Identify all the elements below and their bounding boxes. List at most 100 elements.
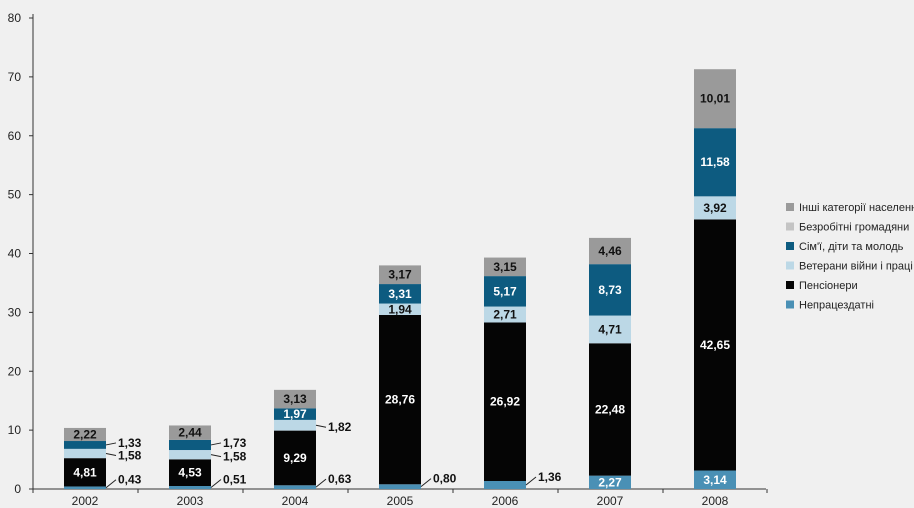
data-label: 3,31: [388, 287, 412, 301]
legend-label: Інші категорії населення: [799, 202, 914, 214]
data-label: 2,44: [178, 426, 202, 440]
leader-line: [210, 442, 222, 446]
leader-line: [315, 478, 327, 488]
x-tick-label: 2008: [702, 494, 729, 508]
leader-line: [210, 454, 222, 458]
bar-segment: [64, 427, 106, 442]
legend-label: Ветерани війни і праці: [799, 261, 913, 273]
data-label: 5,17: [493, 284, 517, 298]
data-label: 3,17: [388, 268, 412, 282]
bar-segment: [274, 430, 316, 486]
data-label: 0,80: [433, 472, 457, 486]
bar-segment: [169, 439, 211, 451]
y-tick-label: 70: [8, 70, 22, 84]
data-label: 1,73: [223, 436, 247, 450]
y-tick-label: 20: [8, 364, 22, 378]
data-label: 2,27: [598, 475, 622, 489]
leader-line: [525, 476, 537, 486]
bar-segment: [274, 389, 316, 409]
leader-line: [315, 424, 327, 428]
x-tick-label: 2003: [177, 494, 204, 508]
bar-segment: [484, 276, 526, 307]
legend-swatch: [786, 300, 794, 309]
bar-segment: [694, 128, 736, 197]
legend-label: Непрацездатні: [799, 300, 874, 312]
bar-segment: [589, 264, 631, 316]
bar-segment: [274, 408, 316, 420]
y-tick-label: 30: [8, 305, 22, 319]
leader-line: [105, 479, 117, 489]
bar-segment: [169, 450, 211, 460]
bar-segment: [589, 237, 631, 265]
data-label: 3,13: [283, 392, 307, 406]
bar-segment: [694, 470, 736, 489]
y-tick-label: 80: [8, 11, 22, 25]
data-label: 1,94: [388, 302, 412, 316]
bar-segment: [694, 69, 736, 129]
bar-segment: [169, 485, 211, 489]
bar-segment: [379, 303, 421, 315]
data-label: 0,43: [118, 473, 142, 487]
data-label: 4,81: [73, 465, 97, 479]
bar-segment: [379, 484, 421, 489]
data-label: 4,46: [598, 244, 622, 258]
leader-line: [105, 453, 117, 456]
legend-swatch: [786, 281, 794, 289]
data-label: 1,97: [283, 407, 307, 421]
legend-swatch: [786, 261, 794, 270]
bar-segment: [379, 314, 421, 485]
data-label: 11,58: [700, 155, 730, 169]
bar-segment: [589, 315, 631, 344]
bar-segment: [694, 196, 736, 220]
data-label: 4,53: [178, 466, 202, 480]
bar-segment: [169, 425, 211, 440]
legend-label: Пенсіонери: [799, 280, 858, 292]
bar-segment: [274, 485, 316, 489]
data-label: 28,76: [385, 393, 415, 407]
legend-label: Безробітні громадяни: [799, 222, 909, 234]
bar-segment: [64, 458, 106, 487]
bar-segment: [484, 257, 526, 277]
data-label: 1,58: [223, 450, 247, 464]
legend-label: Сім'ї, діти та молодь: [799, 241, 904, 253]
y-tick-label: 0: [14, 482, 21, 496]
y-tick-label: 60: [8, 129, 22, 143]
legend-swatch: [786, 242, 794, 250]
x-tick-label: 2005: [387, 494, 414, 508]
bar-segment: [169, 459, 211, 486]
leader-line: [105, 442, 117, 446]
data-label: 4,71: [598, 322, 622, 336]
data-label: 22,48: [595, 402, 625, 416]
bar-segment: [64, 486, 106, 489]
data-label: 0,51: [223, 472, 247, 486]
y-tick-label: 50: [8, 188, 22, 202]
data-label: 1,36: [538, 470, 562, 484]
bar-segment: [484, 322, 526, 481]
bar-segment: [484, 480, 526, 489]
leader-line: [420, 478, 432, 488]
data-label: 3,14: [703, 473, 727, 487]
data-label: 10,01: [700, 92, 730, 106]
bar-segment: [484, 306, 526, 323]
bar-segment: [589, 475, 631, 489]
data-label: 3,92: [703, 201, 727, 215]
bar-segment: [274, 419, 316, 431]
y-tick-label: 10: [8, 423, 22, 437]
data-label: 1,82: [328, 420, 352, 434]
bar-segment: [379, 265, 421, 285]
bar-segment: [694, 219, 736, 471]
x-tick-label: 2002: [72, 494, 99, 508]
data-label: 2,71: [493, 308, 517, 322]
data-label: 26,92: [490, 395, 520, 409]
data-label: 2,22: [73, 427, 97, 441]
data-label: 9,29: [283, 451, 307, 465]
data-label: 1,33: [118, 436, 142, 450]
legend-swatch: [786, 203, 794, 211]
legend-swatch: [786, 222, 794, 231]
bar-segment: [589, 343, 631, 476]
x-tick-label: 2004: [282, 494, 309, 508]
data-label: 42,65: [700, 338, 730, 352]
y-tick-label: 40: [8, 247, 22, 261]
bar-segment: [64, 448, 106, 459]
